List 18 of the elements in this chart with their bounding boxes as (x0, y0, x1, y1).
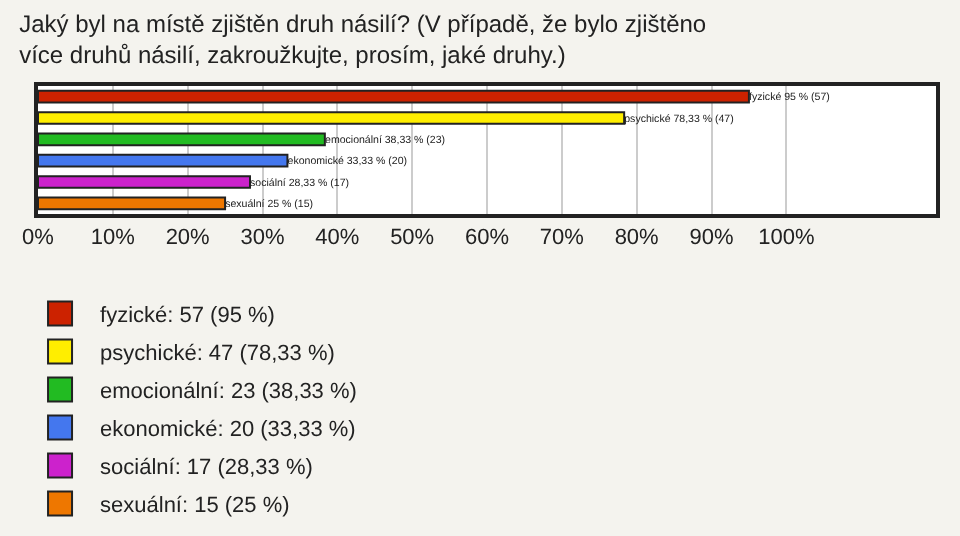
x-tick-label: 40% (315, 225, 360, 250)
x-tick-label: 70% (539, 225, 585, 250)
x-tick-label: 100% (758, 225, 815, 250)
x-tick-label: 20% (165, 225, 211, 250)
chart-title: Jaký byl na místě zjištěn druh násilí? (V případě, že bylo zjištěno více druhů násilí, zakroužkujte, prosím, jaké druhy.) (19, 10, 707, 70)
legend-label: emocionální: 23 (38,33 %) (100, 379, 357, 404)
x-tick-label: 80% (614, 225, 660, 250)
x-tick-label: 50% (390, 225, 435, 250)
x-tick-label: 0% (22, 225, 55, 250)
legend-label: sociální: 17 (28,33 %) (100, 455, 313, 480)
legend-label: sexuální: 15 (25 %) (100, 493, 290, 518)
x-tick-label: 60% (464, 225, 510, 250)
x-tick-label: 30% (240, 225, 285, 250)
legend-label: psychické: 47 (78,33 %) (100, 341, 335, 366)
legend-label: fyzické: 57 (95 %) (100, 303, 275, 328)
x-tick-label: 10% (90, 225, 136, 250)
x-tick-label: 90% (689, 225, 734, 250)
legend-label: ekonomické: 20 (33,33 %) (100, 417, 356, 442)
